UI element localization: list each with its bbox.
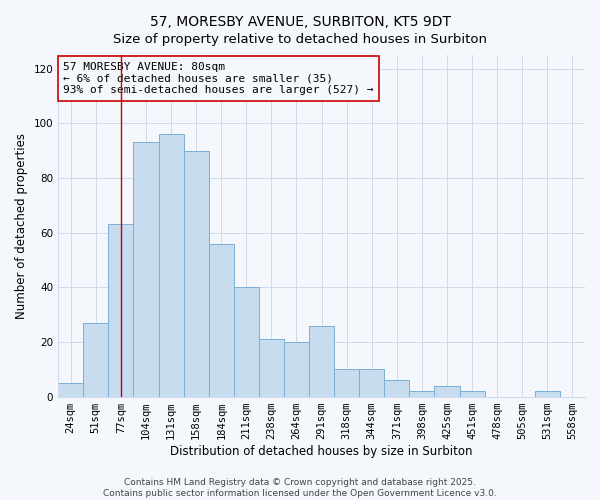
- Bar: [184, 150, 209, 396]
- Text: Size of property relative to detached houses in Surbiton: Size of property relative to detached ho…: [113, 32, 487, 46]
- Bar: [359, 370, 385, 396]
- Bar: [284, 342, 309, 396]
- Bar: [460, 391, 485, 396]
- Bar: [158, 134, 184, 396]
- Bar: [409, 391, 434, 396]
- X-axis label: Distribution of detached houses by size in Surbiton: Distribution of detached houses by size …: [170, 444, 473, 458]
- Bar: [58, 383, 83, 396]
- Bar: [535, 391, 560, 396]
- Bar: [434, 386, 460, 396]
- Y-axis label: Number of detached properties: Number of detached properties: [15, 133, 28, 319]
- Bar: [334, 370, 359, 396]
- Bar: [385, 380, 409, 396]
- Bar: [83, 323, 109, 396]
- Bar: [234, 288, 259, 397]
- Bar: [309, 326, 334, 396]
- Text: 57 MORESBY AVENUE: 80sqm
← 6% of detached houses are smaller (35)
93% of semi-de: 57 MORESBY AVENUE: 80sqm ← 6% of detache…: [64, 62, 374, 95]
- Bar: [259, 339, 284, 396]
- Bar: [109, 224, 133, 396]
- Bar: [209, 244, 234, 396]
- Text: 57, MORESBY AVENUE, SURBITON, KT5 9DT: 57, MORESBY AVENUE, SURBITON, KT5 9DT: [149, 15, 451, 29]
- Bar: [133, 142, 158, 396]
- Text: Contains HM Land Registry data © Crown copyright and database right 2025.
Contai: Contains HM Land Registry data © Crown c…: [103, 478, 497, 498]
